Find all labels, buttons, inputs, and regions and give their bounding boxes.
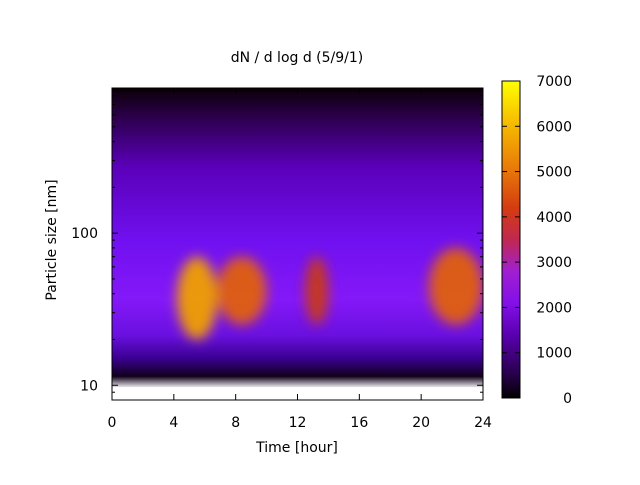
colorbar-tick-label: 3000 [536, 255, 572, 271]
heatmap-features [176, 247, 483, 340]
plot-frame [111, 87, 484, 401]
x-tick-label: 0 [108, 415, 117, 431]
heatmap-hotspot [217, 256, 267, 325]
colorbar [501, 80, 521, 399]
y-tick-label: 100 [71, 226, 98, 242]
x-tick-label: 12 [289, 415, 307, 431]
colorbar-tick-label: 1000 [536, 346, 572, 362]
colorbar-axis: 0 1000 2000 3000 4000 5000 6000 7000 [502, 74, 572, 407]
x-tick-label: 4 [169, 415, 178, 431]
x-tick-label: 8 [231, 415, 240, 431]
x-tick-label: 16 [350, 415, 368, 431]
heatmap-hotspot [176, 256, 218, 340]
heatmap-empty-region [112, 387, 483, 400]
heatmap-hotspot [428, 247, 483, 325]
chart-title: dN / d log d (5/9/1) [231, 50, 364, 66]
y-axis-label: Particle size [nm] [44, 179, 60, 300]
colorbar-tick-label: 4000 [536, 210, 572, 226]
x-tick-label: 20 [412, 415, 430, 431]
colorbar-tick-label: 5000 [536, 165, 572, 181]
colorbar-tick-label: 7000 [536, 74, 572, 90]
heatmap-hotspot [305, 256, 329, 325]
y-tick-label: 10 [80, 378, 98, 394]
colorbar-tick-label: 6000 [536, 119, 572, 135]
x-tick-label: 24 [474, 415, 492, 431]
colorbar-tick-label: 0 [563, 391, 572, 407]
colorbar-tick-label: 2000 [536, 300, 572, 316]
x-axis-label: Time [hour] [255, 440, 338, 456]
heatmap-base-band [112, 92, 483, 389]
heatmap-surface [112, 88, 483, 400]
